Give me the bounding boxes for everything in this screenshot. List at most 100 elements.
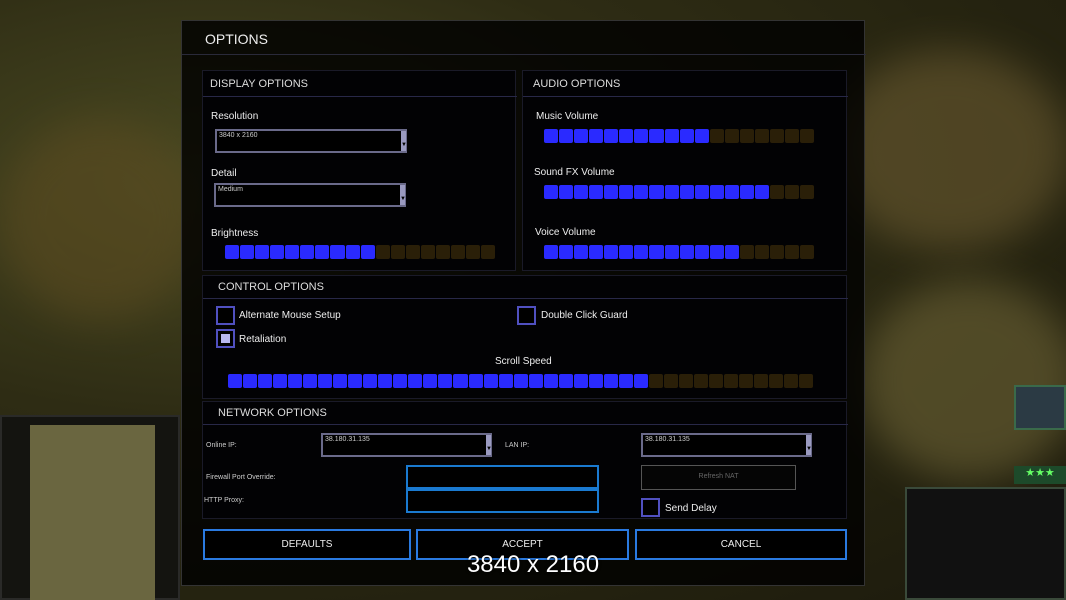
slider-segment-filled[interactable] — [574, 185, 589, 199]
chevron-down-icon[interactable]: ▼ — [806, 435, 812, 455]
slider-segment-filled[interactable] — [664, 129, 679, 143]
slider-segment-filled[interactable] — [544, 185, 559, 199]
slider-segment-filled[interactable] — [679, 129, 694, 143]
slider-segment-filled[interactable] — [649, 185, 664, 199]
slider-segment-filled[interactable] — [468, 374, 483, 388]
resolution-dropdown[interactable]: 3840 x 2160 ▼ — [215, 129, 407, 153]
slider-segment-empty[interactable] — [800, 129, 815, 143]
accept-button[interactable]: ACCEPT — [416, 529, 629, 560]
slider-segment-empty[interactable] — [375, 245, 390, 259]
slider-segment-filled[interactable] — [619, 185, 634, 199]
slider-segment-empty[interactable] — [785, 129, 800, 143]
slider-segment-empty[interactable] — [769, 374, 784, 388]
defaults-button[interactable]: DEFAULTS — [203, 529, 411, 560]
slider-segment-filled[interactable] — [649, 245, 664, 259]
slider-segment-empty[interactable] — [739, 245, 754, 259]
slider-segment-filled[interactable] — [558, 374, 573, 388]
slider-segment-empty[interactable] — [800, 245, 815, 259]
slider-segment-filled[interactable] — [634, 245, 649, 259]
chevron-down-icon[interactable]: ▼ — [400, 185, 406, 205]
slider-segment-empty[interactable] — [769, 129, 784, 143]
alternate-mouse-checkbox[interactable] — [216, 306, 235, 325]
slider-segment-filled[interactable] — [559, 245, 574, 259]
slider-segment-filled[interactable] — [574, 129, 589, 143]
slider-segment-empty[interactable] — [709, 129, 724, 143]
slider-segment-filled[interactable] — [423, 374, 438, 388]
slider-segment-filled[interactable] — [604, 245, 619, 259]
slider-segment-empty[interactable] — [739, 374, 754, 388]
slider-segment-empty[interactable] — [390, 245, 405, 259]
brightness-slider[interactable] — [225, 245, 496, 259]
slider-segment-filled[interactable] — [240, 245, 255, 259]
slider-segment-filled[interactable] — [378, 374, 393, 388]
slider-segment-empty[interactable] — [435, 245, 450, 259]
slider-segment-filled[interactable] — [634, 129, 649, 143]
slider-segment-filled[interactable] — [300, 245, 315, 259]
slider-segment-empty[interactable] — [693, 374, 708, 388]
scroll-speed-slider[interactable] — [228, 374, 814, 388]
slider-segment-filled[interactable] — [559, 185, 574, 199]
slider-segment-empty[interactable] — [785, 185, 800, 199]
slider-segment-filled[interactable] — [649, 129, 664, 143]
slider-segment-filled[interactable] — [528, 374, 543, 388]
slider-segment-empty[interactable] — [648, 374, 663, 388]
slider-segment-filled[interactable] — [363, 374, 378, 388]
slider-segment-filled[interactable] — [633, 374, 648, 388]
slider-segment-empty[interactable] — [784, 374, 799, 388]
slider-segment-filled[interactable] — [619, 129, 634, 143]
slider-segment-empty[interactable] — [754, 374, 769, 388]
slider-segment-filled[interactable] — [559, 129, 574, 143]
slider-segment-filled[interactable] — [664, 245, 679, 259]
slider-segment-filled[interactable] — [694, 129, 709, 143]
slider-segment-filled[interactable] — [724, 185, 739, 199]
slider-segment-filled[interactable] — [243, 374, 258, 388]
slider-segment-filled[interactable] — [544, 245, 559, 259]
slider-segment-filled[interactable] — [255, 245, 270, 259]
http-proxy-input[interactable] — [406, 489, 599, 513]
slider-segment-filled[interactable] — [408, 374, 423, 388]
slider-segment-empty[interactable] — [724, 374, 739, 388]
slider-segment-filled[interactable] — [345, 245, 360, 259]
voice-volume-slider[interactable] — [544, 245, 815, 259]
slider-segment-empty[interactable] — [785, 245, 800, 259]
slider-segment-empty[interactable] — [678, 374, 693, 388]
slider-segment-empty[interactable] — [709, 374, 724, 388]
slider-segment-filled[interactable] — [333, 374, 348, 388]
slider-segment-filled[interactable] — [619, 245, 634, 259]
slider-segment-filled[interactable] — [589, 129, 604, 143]
slider-segment-filled[interactable] — [288, 374, 303, 388]
slider-segment-filled[interactable] — [754, 185, 769, 199]
slider-segment-filled[interactable] — [618, 374, 633, 388]
slider-segment-filled[interactable] — [348, 374, 363, 388]
slider-segment-filled[interactable] — [589, 245, 604, 259]
lan-ip-dropdown[interactable]: 38.180.31.135 ▼ — [641, 433, 812, 457]
slider-segment-filled[interactable] — [315, 245, 330, 259]
slider-segment-filled[interactable] — [589, 185, 604, 199]
slider-segment-filled[interactable] — [664, 185, 679, 199]
slider-segment-filled[interactable] — [498, 374, 513, 388]
minimap[interactable] — [0, 415, 180, 600]
online-ip-dropdown[interactable]: 38.180.31.135 ▼ — [321, 433, 492, 457]
slider-segment-filled[interactable] — [318, 374, 333, 388]
slider-segment-empty[interactable] — [769, 245, 784, 259]
slider-segment-empty[interactable] — [739, 129, 754, 143]
slider-segment-filled[interactable] — [544, 129, 559, 143]
slider-segment-filled[interactable] — [543, 374, 558, 388]
slider-segment-filled[interactable] — [270, 245, 285, 259]
slider-segment-filled[interactable] — [694, 185, 709, 199]
slider-segment-empty[interactable] — [724, 129, 739, 143]
firewall-port-input[interactable] — [406, 465, 599, 489]
refresh-nat-button[interactable]: Refresh NAT — [641, 465, 796, 490]
slider-segment-empty[interactable] — [754, 129, 769, 143]
slider-segment-filled[interactable] — [679, 245, 694, 259]
slider-segment-filled[interactable] — [603, 374, 618, 388]
slider-segment-filled[interactable] — [604, 185, 619, 199]
double-click-guard-checkbox[interactable] — [517, 306, 536, 325]
slider-segment-empty[interactable] — [754, 245, 769, 259]
unit-portrait[interactable] — [1014, 385, 1066, 430]
slider-segment-empty[interactable] — [799, 374, 814, 388]
chevron-down-icon[interactable]: ▼ — [401, 131, 407, 151]
slider-segment-filled[interactable] — [724, 245, 739, 259]
slider-segment-empty[interactable] — [800, 185, 815, 199]
music-volume-slider[interactable] — [544, 129, 815, 143]
